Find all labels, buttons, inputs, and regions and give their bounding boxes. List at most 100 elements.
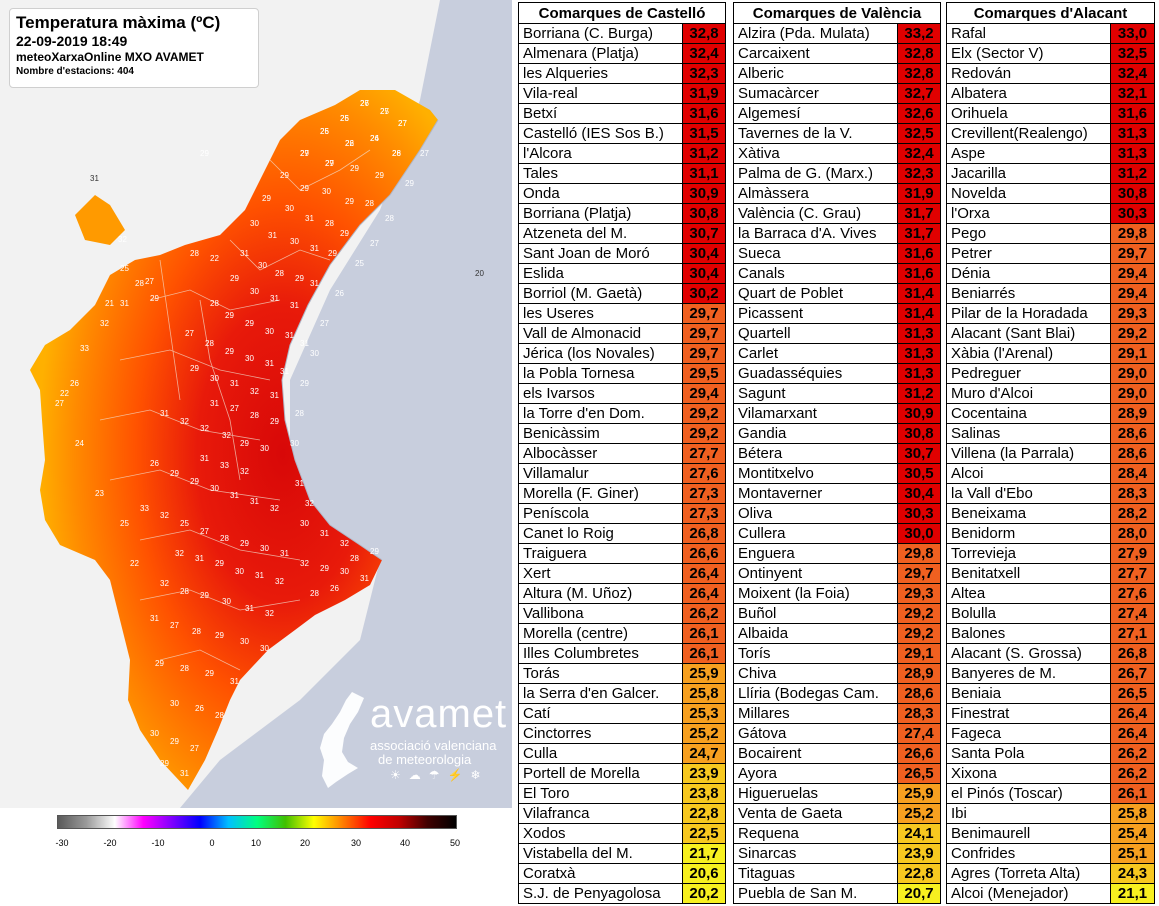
table-row: Albocàsser 27,7: [518, 443, 726, 464]
temperature-value: 31,6: [897, 263, 941, 284]
station-temperature-label: 31: [310, 279, 319, 288]
temperature-value: 32,3: [682, 63, 726, 84]
station-name: Fageca: [946, 723, 1111, 744]
scale-tick-label: 50: [449, 838, 460, 848]
station-name: Algemesí: [733, 103, 898, 124]
station-temperature-label: 30: [222, 597, 231, 606]
station-name: Benitatxell: [946, 563, 1111, 584]
temperature-map[interactable]: 27 26 25 27 25 26 26 28 29 27 29 29 29 29 30 29 28 29 30 31…: [0, 0, 512, 808]
scale-tick-label: -20: [103, 838, 117, 848]
temperature-value: 29,7: [1110, 243, 1155, 264]
station-name: Cocentaina: [946, 403, 1111, 424]
station-temperature-label: 26: [195, 704, 204, 713]
station-temperature-label: 28: [295, 409, 304, 418]
station-name: Borriana (C. Burga): [518, 23, 683, 44]
table-row: Alzira (Pda. Mulata) 33,2: [733, 23, 941, 44]
table-row: Xàbia (l'Arenal) 29,1: [946, 343, 1155, 364]
station-temperature-label: 30: [322, 187, 331, 196]
station-temperature-label: 26: [370, 134, 379, 143]
table-row: Traiguera 26,6: [518, 543, 726, 564]
table-row: Bocairent 26,6: [733, 743, 941, 764]
temperature-value: 29,7: [682, 343, 726, 364]
scale-tick-label: 0: [209, 838, 215, 848]
temperature-value: 29,7: [682, 303, 726, 324]
table-row: Banyeres de M. 26,7: [946, 663, 1155, 684]
station-temperature-label: 27: [190, 744, 199, 753]
station-temperature-label: 30: [245, 354, 254, 363]
table-row: S.J. de Penyagolosa 20,2: [518, 883, 726, 904]
table-row: el Pinós (Toscar) 26,1: [946, 783, 1155, 804]
station-temperature-label: 30: [170, 699, 179, 708]
station-temperature-label: 25: [320, 127, 329, 136]
table-header-alacant: Comarques d'Alacant: [946, 2, 1155, 24]
table-row: Ayora 26,5: [733, 763, 941, 784]
table-row: Vilamarxant 30,9: [733, 403, 941, 424]
station-temperature-label: 27: [55, 399, 64, 408]
station-temperature-label: 29: [215, 559, 224, 568]
table-row: Redován 32,4: [946, 63, 1155, 84]
station-name: Albaida: [733, 623, 898, 644]
table-row: Almenara (Platja) 32,4: [518, 43, 726, 64]
region-silhouette-icon: [320, 692, 364, 788]
table-row: Portell de Morella 23,9: [518, 763, 726, 784]
temperature-value: 29,2: [897, 623, 941, 644]
station-name: Beneixama: [946, 503, 1111, 524]
station-name: Sueca: [733, 243, 898, 264]
station-temperature-label: 28: [250, 411, 259, 420]
table-row: les Useres 29,7: [518, 303, 726, 324]
station-temperature-label: 28: [215, 711, 224, 720]
station-name: Coratxà: [518, 863, 683, 884]
station-name: El Toro: [518, 783, 683, 804]
station-temperature-label: 26: [70, 379, 79, 388]
station-temperature-label: 29: [170, 737, 179, 746]
table-row: Pedreguer 29,0: [946, 363, 1155, 384]
table-row: Alberic 32,8: [733, 63, 941, 84]
station-name: Almàssera: [733, 183, 898, 204]
station-name: la Serra d'en Galcer.: [518, 683, 683, 704]
station-temperature-label: 31: [270, 391, 279, 400]
station-temperature-label: 32: [100, 319, 109, 328]
temperature-value: 30,7: [897, 443, 941, 464]
station-temperature-label: 29: [200, 591, 209, 600]
station-name: Atzeneta del M.: [518, 223, 683, 244]
station-name: les Useres: [518, 303, 683, 324]
station-count: Nombre d'estacions: 404: [16, 66, 134, 77]
temperature-value: 27,4: [1110, 603, 1155, 624]
station-name: Bocairent: [733, 743, 898, 764]
table-valencia: Comarques de València Alzira (Pda. Mulat…: [733, 2, 941, 904]
table-row: Sant Joan de Moró 30,4: [518, 243, 726, 264]
temperature-value: 22,8: [682, 803, 726, 824]
temperature-value: 32,3: [897, 163, 941, 184]
station-temperature-label: 29: [170, 469, 179, 478]
station-temperature-label: 27: [145, 277, 154, 286]
station-name: Requena: [733, 823, 898, 844]
station-temperature-label: 31: [280, 367, 289, 376]
temperature-value: 27,4: [897, 723, 941, 744]
station-name: Sagunt: [733, 383, 898, 404]
table-row: Salinas 28,6: [946, 423, 1155, 444]
station-temperature-label: 30: [250, 219, 259, 228]
station-name: Montaverner: [733, 483, 898, 504]
temperature-value: 28,6: [1110, 443, 1155, 464]
table-row: la Torre d'en Dom. 29,2: [518, 403, 726, 424]
station-temperature-label: 31: [240, 249, 249, 258]
temperature-value: 30,7: [682, 223, 726, 244]
temperature-value: 30,4: [897, 483, 941, 504]
station-temperature-label: 31: [120, 299, 129, 308]
station-temperature-label: 32: [160, 579, 169, 588]
temperature-value: 25,1: [1110, 843, 1155, 864]
table-row: Altura (M. Uñoz) 26,4: [518, 583, 726, 604]
station-temperature-label: 33: [220, 461, 229, 470]
temperature-value: 33,2: [897, 23, 941, 44]
station-name: Pilar de la Horadada: [946, 303, 1111, 324]
station-temperature-label: 26: [360, 99, 369, 108]
station-name: Torrevieja: [946, 543, 1111, 564]
station-name: Sumacàrcer: [733, 83, 898, 104]
table-row: Fageca 26,4: [946, 723, 1155, 744]
station-name: Albocàsser: [518, 443, 683, 464]
station-name: la Torre d'en Dom.: [518, 403, 683, 424]
temperature-value: 28,4: [1110, 463, 1155, 484]
temperature-value: 21,7: [682, 843, 726, 864]
station-temperature-label: 20: [475, 269, 484, 278]
temperature-value: 31,9: [897, 183, 941, 204]
